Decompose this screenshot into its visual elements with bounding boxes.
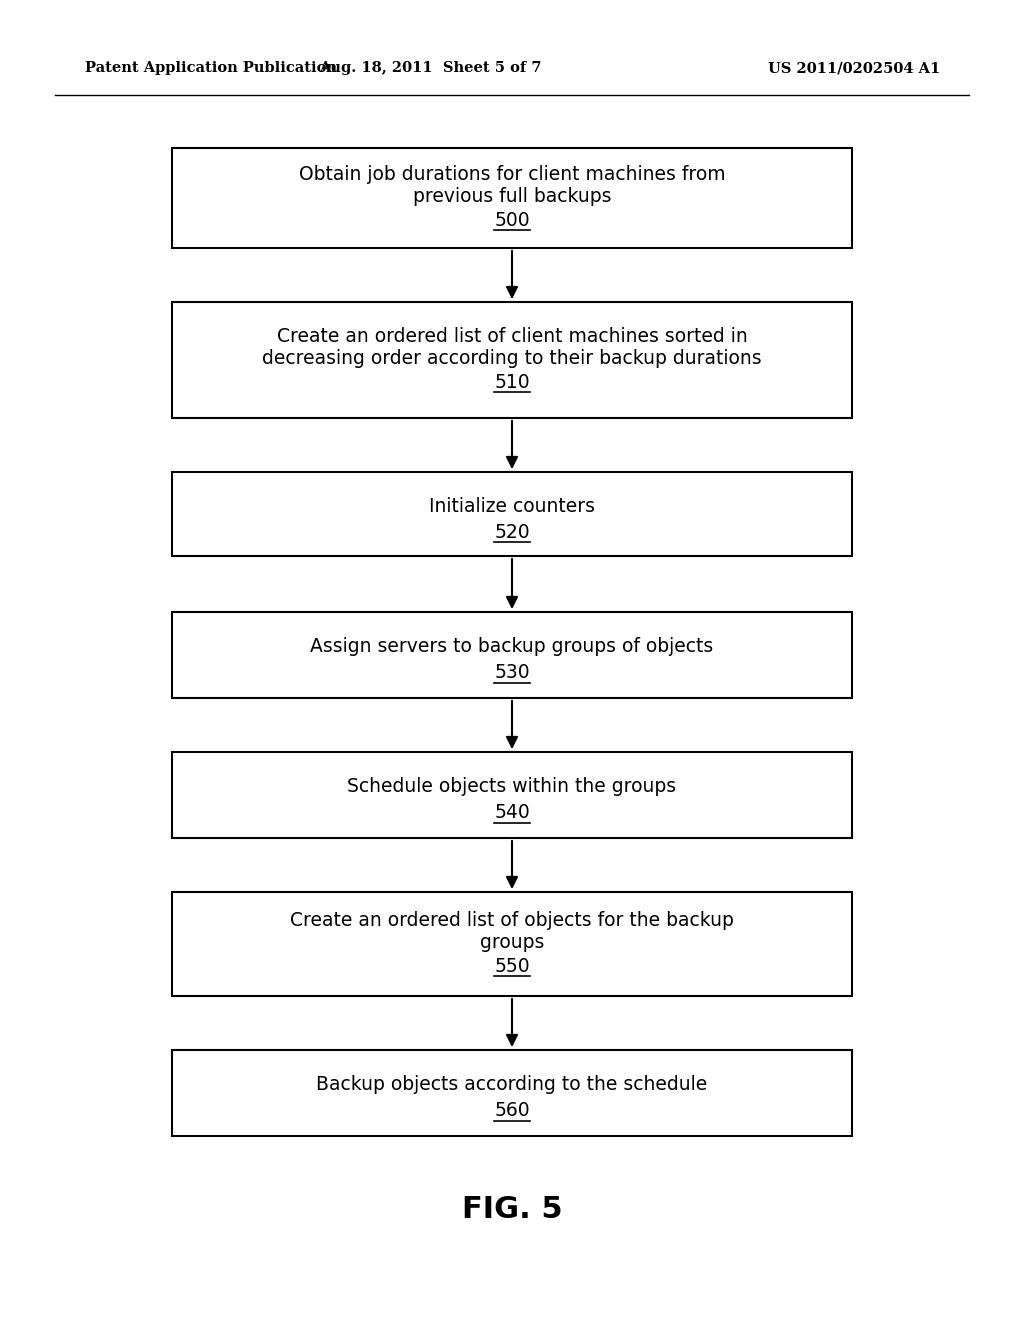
Text: Assign servers to backup groups of objects: Assign servers to backup groups of objec…: [310, 638, 714, 656]
Bar: [172, 302, 852, 418]
Bar: [172, 1049, 852, 1137]
Text: US 2011/0202504 A1: US 2011/0202504 A1: [768, 61, 940, 75]
Text: Initialize counters: Initialize counters: [429, 496, 595, 516]
Bar: [172, 473, 852, 556]
Text: Obtain job durations for client machines from
previous full backups: Obtain job durations for client machines…: [299, 165, 725, 206]
Text: Patent Application Publication: Patent Application Publication: [85, 61, 337, 75]
Bar: [172, 148, 852, 248]
Text: 500: 500: [495, 210, 529, 230]
Bar: [172, 612, 852, 698]
Text: 510: 510: [495, 372, 529, 392]
Text: 520: 520: [495, 523, 529, 541]
Text: 550: 550: [495, 957, 529, 975]
Text: Create an ordered list of objects for the backup
groups: Create an ordered list of objects for th…: [290, 912, 734, 953]
Bar: [172, 752, 852, 838]
Text: Schedule objects within the groups: Schedule objects within the groups: [347, 777, 677, 796]
Bar: [172, 892, 852, 997]
Text: Create an ordered list of client machines sorted in
decreasing order according t: Create an ordered list of client machine…: [262, 327, 762, 368]
Text: Aug. 18, 2011  Sheet 5 of 7: Aug. 18, 2011 Sheet 5 of 7: [318, 61, 542, 75]
Text: 560: 560: [495, 1101, 529, 1121]
Text: Backup objects according to the schedule: Backup objects according to the schedule: [316, 1076, 708, 1094]
Text: 540: 540: [495, 804, 529, 822]
Text: 530: 530: [495, 664, 529, 682]
Text: FIG. 5: FIG. 5: [462, 1196, 562, 1225]
